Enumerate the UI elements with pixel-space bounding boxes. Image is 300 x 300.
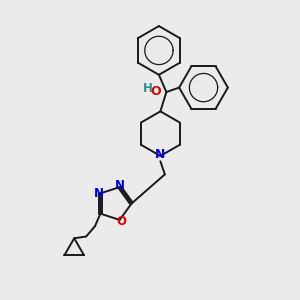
Text: O: O: [151, 85, 161, 98]
Text: N: N: [94, 187, 104, 200]
Text: N: N: [115, 179, 125, 192]
Text: H: H: [143, 82, 153, 95]
Text: N: N: [155, 148, 166, 161]
Text: O: O: [116, 215, 126, 228]
